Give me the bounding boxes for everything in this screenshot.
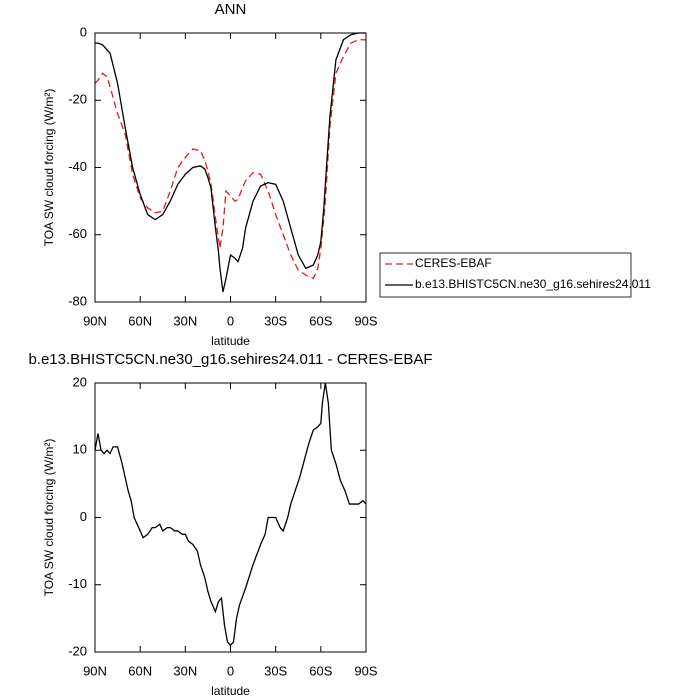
plot-frame <box>94 32 367 303</box>
x-tick-label: 90N <box>83 313 107 328</box>
y-tick-label: 20 <box>73 374 87 389</box>
x-tick-label: 0 <box>227 663 234 678</box>
chart-title: b.e13.BHISTC5CN.ne30_g16.sehires24.011 -… <box>28 351 432 368</box>
y-tick-label: 0 <box>80 509 87 524</box>
x-tick-label: 60S <box>309 663 332 678</box>
x-tick-label: 30N <box>173 663 197 678</box>
y-axis-label: TOA SW cloud forcing (W/m²) <box>42 89 56 247</box>
x-tick-label: 0 <box>227 313 234 328</box>
data-line <box>94 39 366 280</box>
x-tick-label: 30N <box>173 313 197 328</box>
legend-label: CERES-EBAF <box>415 256 492 270</box>
x-tick-label: 90S <box>354 663 377 678</box>
x-tick-label: 30S <box>264 663 287 678</box>
x-axis-label: latitude <box>211 334 250 348</box>
x-tick-label: 90S <box>354 313 377 328</box>
x-tick-label: 30S <box>264 313 287 328</box>
legend-frame <box>379 252 632 298</box>
data-line <box>94 382 367 647</box>
y-tick-label: -80 <box>68 293 87 308</box>
x-tick-label: 60N <box>128 313 152 328</box>
x-tick-label: 60N <box>128 663 152 678</box>
y-tick-label: -60 <box>68 226 87 241</box>
x-axis-label: latitude <box>211 684 250 698</box>
plot-frame <box>94 382 367 653</box>
legend-label: b.e13.BHISTC5CN.ne30_g16.sehires24.011 <box>415 277 651 291</box>
y-tick-label: -10 <box>68 576 87 591</box>
y-tick-label: -40 <box>68 159 87 174</box>
y-tick-label: -20 <box>68 92 87 107</box>
chart-title: ANN <box>215 1 247 18</box>
y-tick-label: -20 <box>68 643 87 658</box>
y-tick-label: 0 <box>80 24 87 39</box>
x-tick-label: 90N <box>83 663 107 678</box>
y-axis-label: TOA SW cloud forcing (W/m²) <box>42 439 56 597</box>
y-tick-label: 10 <box>73 442 87 457</box>
x-tick-label: 60S <box>309 313 332 328</box>
data-line <box>95 32 366 293</box>
